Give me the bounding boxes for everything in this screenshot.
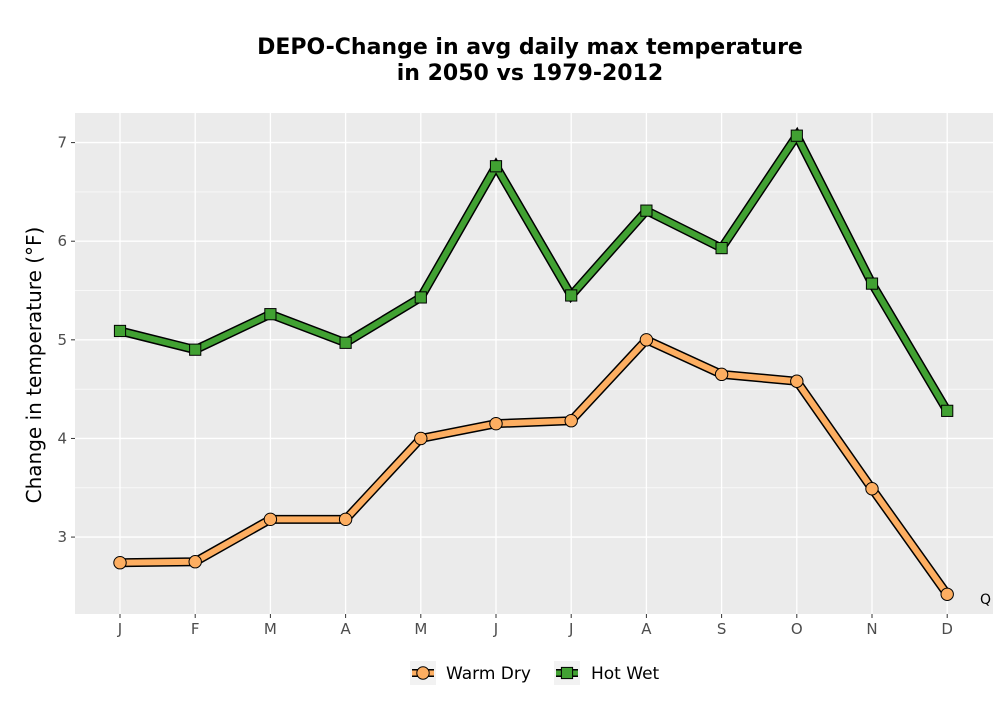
y-tick-label: 5 — [57, 331, 67, 349]
chart-title-line2: in 2050 vs 1979-2012 — [397, 61, 663, 86]
series-hot-wet — [113, 126, 954, 417]
legend-label: Hot Wet — [591, 664, 660, 684]
data-point — [714, 367, 729, 382]
x-tick-label: J — [493, 620, 498, 638]
x-tick-label: S — [717, 620, 727, 638]
data-point — [865, 482, 879, 496]
data-point — [338, 512, 353, 527]
x-tick-label: O — [791, 620, 803, 638]
x-tick-label: N — [866, 620, 877, 638]
data-point — [564, 414, 578, 428]
data-point — [414, 431, 428, 446]
y-tick-label: 3 — [57, 528, 67, 546]
x-tick-label: J — [568, 620, 573, 638]
series-warm-dry — [113, 333, 954, 601]
chart-title-line1: DEPO-Change in avg daily max temperature — [257, 35, 803, 60]
data-point — [940, 587, 954, 601]
y-tick-label: 4 — [57, 429, 67, 447]
y-tick-label: 6 — [57, 232, 67, 250]
data-point — [639, 333, 654, 347]
data-point — [489, 160, 503, 173]
data-point — [715, 242, 728, 255]
x-tick-label: A — [641, 620, 652, 638]
data-point — [189, 343, 202, 356]
corner-label: Q — [980, 592, 991, 608]
data-point — [113, 324, 127, 338]
legend-item: Warm Dry — [410, 661, 531, 685]
data-point — [790, 129, 803, 142]
x-tick-label: D — [941, 620, 953, 638]
data-point — [339, 336, 352, 349]
data-point — [113, 556, 127, 570]
series-line — [119, 336, 950, 597]
x-tick-label: M — [414, 620, 427, 638]
legend-marker — [416, 666, 430, 680]
legend-marker — [560, 666, 574, 680]
legend-item: Hot Wet — [554, 661, 660, 685]
x-tick-label: J — [117, 620, 122, 638]
plot-panel: 3 4 5 6 7 J F M A M J J A S O N D — [57, 113, 993, 638]
data-point — [264, 308, 277, 321]
x-tick-label: A — [340, 620, 351, 638]
data-point — [188, 555, 202, 569]
legend: Warm Dry Hot Wet — [410, 661, 660, 685]
data-point — [865, 277, 879, 290]
data-point — [565, 289, 578, 302]
data-point — [640, 204, 653, 217]
panel-background — [75, 113, 993, 614]
series-line — [119, 129, 950, 413]
y-tick-label: 7 — [57, 134, 67, 152]
data-point — [489, 416, 503, 431]
legend-label: Warm Dry — [446, 664, 531, 684]
data-point — [941, 404, 954, 417]
data-point — [263, 512, 278, 527]
data-point — [790, 374, 804, 388]
y-axis-label: Change in temperature (°F) — [22, 227, 46, 504]
x-tick-label: F — [191, 620, 200, 638]
x-tick-label: M — [264, 620, 277, 638]
data-point — [414, 291, 427, 304]
